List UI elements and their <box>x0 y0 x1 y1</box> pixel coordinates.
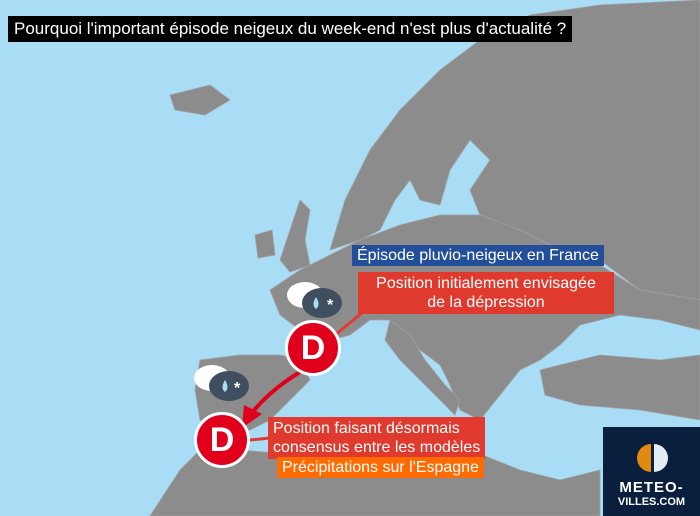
depression-marker-initial: D <box>285 320 341 376</box>
spain-precip-label: Précipitations sur l'Espagne <box>277 457 484 478</box>
rain-snow-cloud-icon: * <box>194 365 249 401</box>
arrow-head-icon <box>242 405 262 428</box>
consensus-position-label: Position faisant désormais consensus ent… <box>268 417 486 459</box>
connector-line <box>249 436 271 442</box>
svg-text:*: * <box>327 297 334 314</box>
uk <box>279 199 311 273</box>
page-title: Pourquoi l'important épisode neigeux du … <box>8 16 573 42</box>
iceland <box>169 84 231 116</box>
consensus-line1: Position faisant désormais <box>273 420 460 437</box>
ireland <box>254 229 276 259</box>
initial-position-line1: Position initialement envisagée <box>376 275 596 292</box>
logo-sun-moon-icon <box>637 444 668 472</box>
logo-line1: METEO- <box>619 479 684 496</box>
continent <box>269 214 700 421</box>
initial-position-label: Position initialement envisagée de la dé… <box>358 272 614 314</box>
depression-marker-consensus: D <box>194 412 250 468</box>
meteo-villes-logo: METEO- VILLES.COM <box>603 427 700 516</box>
consensus-line2: consensus entre les modèles <box>273 439 481 456</box>
rain-snow-cloud-icon: * <box>287 282 342 318</box>
france-episode-label: Épisode pluvio-neigeux en France <box>352 245 604 266</box>
initial-position-line2: de la dépression <box>427 294 545 311</box>
italy <box>384 319 461 416</box>
svg-text:*: * <box>234 380 241 397</box>
logo-line2: VILLES.COM <box>617 496 686 508</box>
turkey <box>539 354 700 421</box>
